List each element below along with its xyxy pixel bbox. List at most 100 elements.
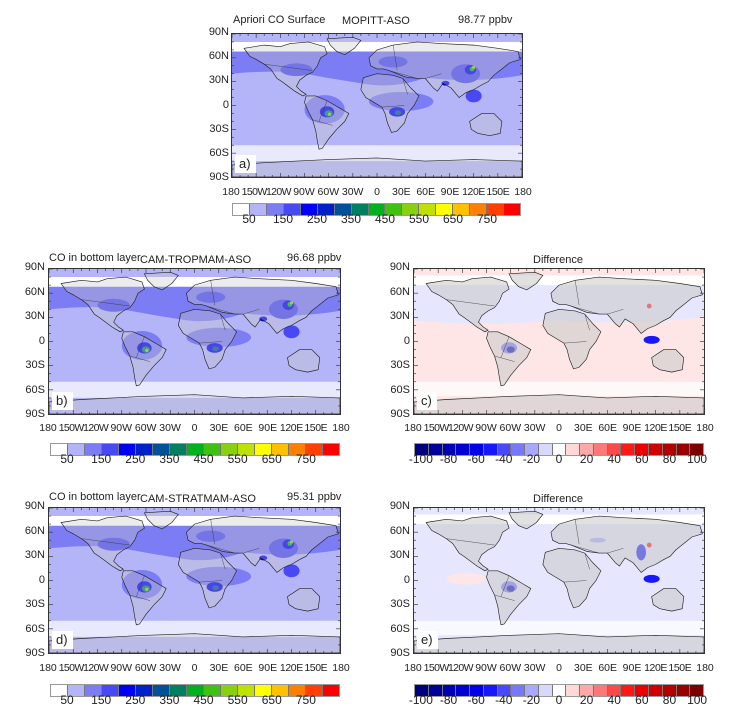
colorbar-bin bbox=[525, 444, 539, 455]
x-tick-label: 0 bbox=[374, 186, 380, 198]
colorbar-bin bbox=[266, 204, 284, 215]
colorbar-bin bbox=[621, 444, 636, 455]
panel-label: a) bbox=[235, 155, 256, 173]
y-tick-label: 30N bbox=[389, 310, 410, 322]
colorbar-tick-label: 60 bbox=[635, 693, 649, 707]
y-tick-label: 60S bbox=[390, 383, 410, 396]
colorbar-tick-label: 80 bbox=[662, 452, 677, 466]
panel-b-map: b) bbox=[48, 268, 341, 415]
x-tick-label: 0 bbox=[191, 662, 198, 674]
colorbar-bin bbox=[153, 685, 170, 696]
x-tick-label: 30W bbox=[159, 662, 181, 674]
colorbar-tick-label: 150 bbox=[272, 212, 294, 226]
colorbar-bin bbox=[272, 685, 289, 696]
colorbar-bin bbox=[635, 685, 650, 696]
colorbar-tick-label: 250 bbox=[306, 212, 328, 226]
x-tick-label: 180 bbox=[39, 422, 57, 434]
colorbar-bin bbox=[238, 685, 255, 696]
colorbar-tick-label: -60 bbox=[467, 693, 485, 707]
map-plot bbox=[232, 34, 522, 177]
y-tick-label: 30N bbox=[24, 549, 45, 561]
colorbar-bin bbox=[102, 685, 119, 696]
colorbar-bin bbox=[456, 444, 471, 455]
colorbar-bin bbox=[68, 685, 85, 696]
y-tick-label: 30N bbox=[389, 549, 410, 561]
x-tick-label: 180 bbox=[696, 422, 714, 434]
x-tick-label: 180 bbox=[332, 662, 350, 674]
y-tick-label: 30S bbox=[390, 598, 410, 610]
colorbar-tick-label: 650 bbox=[442, 212, 464, 226]
colorbar-bin bbox=[51, 444, 68, 455]
y-tick-label: 60S bbox=[25, 383, 45, 396]
x-tick-label: 30E bbox=[573, 662, 593, 674]
colorbar-bin bbox=[51, 685, 68, 696]
colorbar-tick-label: 0 bbox=[555, 693, 563, 707]
x-tick-label: 150E bbox=[486, 186, 510, 198]
colorbar-bin bbox=[289, 444, 306, 455]
colorbar-bin bbox=[204, 685, 221, 696]
x-tick-label: 180 bbox=[404, 422, 422, 434]
colorbar-tick-label: -100 bbox=[408, 693, 433, 707]
colorbar-bin bbox=[385, 204, 403, 215]
y-tick-label: 30N bbox=[24, 310, 45, 322]
y-tick-label: 0 bbox=[222, 98, 229, 111]
x-tick-label: 60W bbox=[317, 186, 340, 198]
colorbar-bin bbox=[497, 685, 512, 696]
y-tick-label: 90S bbox=[390, 647, 410, 659]
colorbar-bin bbox=[402, 204, 420, 215]
colorbar-tick-label: 20 bbox=[579, 693, 594, 707]
panel-c-title: Difference bbox=[533, 254, 583, 266]
x-tick-label: 120W bbox=[447, 422, 474, 434]
y-tick-label: 0 bbox=[403, 334, 410, 347]
panel-label: c) bbox=[417, 392, 437, 410]
colorbar-bin bbox=[289, 685, 306, 696]
colorbar-tick-label: 250 bbox=[125, 693, 146, 707]
x-tick-label: 180 bbox=[514, 186, 532, 198]
colorbar-tick-label: 450 bbox=[374, 212, 396, 226]
colorbar-bin bbox=[419, 204, 437, 215]
x-tick-label: 120W bbox=[265, 186, 292, 198]
colorbar-bin bbox=[436, 204, 454, 215]
y-tick-label: 90S bbox=[390, 408, 410, 420]
colorbar-bin bbox=[102, 444, 119, 455]
x-tick-label: 120E bbox=[644, 662, 667, 674]
colorbar-tick-label: 250 bbox=[125, 452, 146, 466]
y-tick-label: 30S bbox=[25, 359, 45, 371]
x-tick-label: 150E bbox=[668, 662, 692, 674]
colorbar-bin bbox=[487, 204, 504, 215]
y-tick-label: 60N bbox=[389, 285, 410, 298]
colorbar-bin bbox=[323, 685, 339, 696]
x-tick-label: 90E bbox=[440, 186, 460, 198]
x-tick-label: 30E bbox=[573, 422, 593, 434]
panel-c-map: c) bbox=[413, 268, 705, 415]
colorbar-bin bbox=[238, 444, 255, 455]
x-tick-label: 30W bbox=[523, 422, 546, 434]
colorbar-bin bbox=[593, 685, 608, 696]
panel-b-title-left: CO in bottom layer bbox=[49, 252, 141, 264]
colorbar-bin bbox=[233, 204, 250, 215]
colorbar-bin bbox=[621, 685, 636, 696]
colorbar-tick-label: -80 bbox=[439, 693, 458, 707]
x-tick-label: 180 bbox=[696, 662, 714, 674]
colorbar-bin bbox=[68, 444, 85, 455]
colorbar-bin bbox=[607, 685, 622, 696]
map-plot bbox=[414, 269, 704, 414]
colorbar-tick-label: 450 bbox=[193, 693, 214, 707]
colorbar-tick-label: 750 bbox=[295, 693, 316, 707]
x-tick-label: 30E bbox=[391, 186, 411, 198]
x-tick-label: 120W bbox=[447, 662, 474, 674]
x-tick-label: 90W bbox=[475, 422, 497, 434]
y-tick-label: 60S bbox=[209, 146, 229, 159]
x-tick-label: 0 bbox=[191, 422, 198, 434]
colorbar-tick-label: 150 bbox=[91, 452, 112, 466]
x-tick-label: 120W bbox=[83, 662, 109, 674]
x-tick-label: 60E bbox=[598, 422, 617, 434]
colorbar-bin bbox=[428, 685, 443, 696]
x-tick-label: 30W bbox=[159, 422, 181, 434]
panel-a-title-right: 98.77 ppbv bbox=[458, 14, 513, 26]
x-tick-label: 90E bbox=[258, 662, 278, 674]
y-tick-label: 60S bbox=[390, 622, 410, 635]
x-tick-label: 90W bbox=[293, 186, 315, 198]
colorbar-tick-label: -40 bbox=[495, 693, 513, 707]
y-tick-label: 90N bbox=[389, 261, 410, 273]
